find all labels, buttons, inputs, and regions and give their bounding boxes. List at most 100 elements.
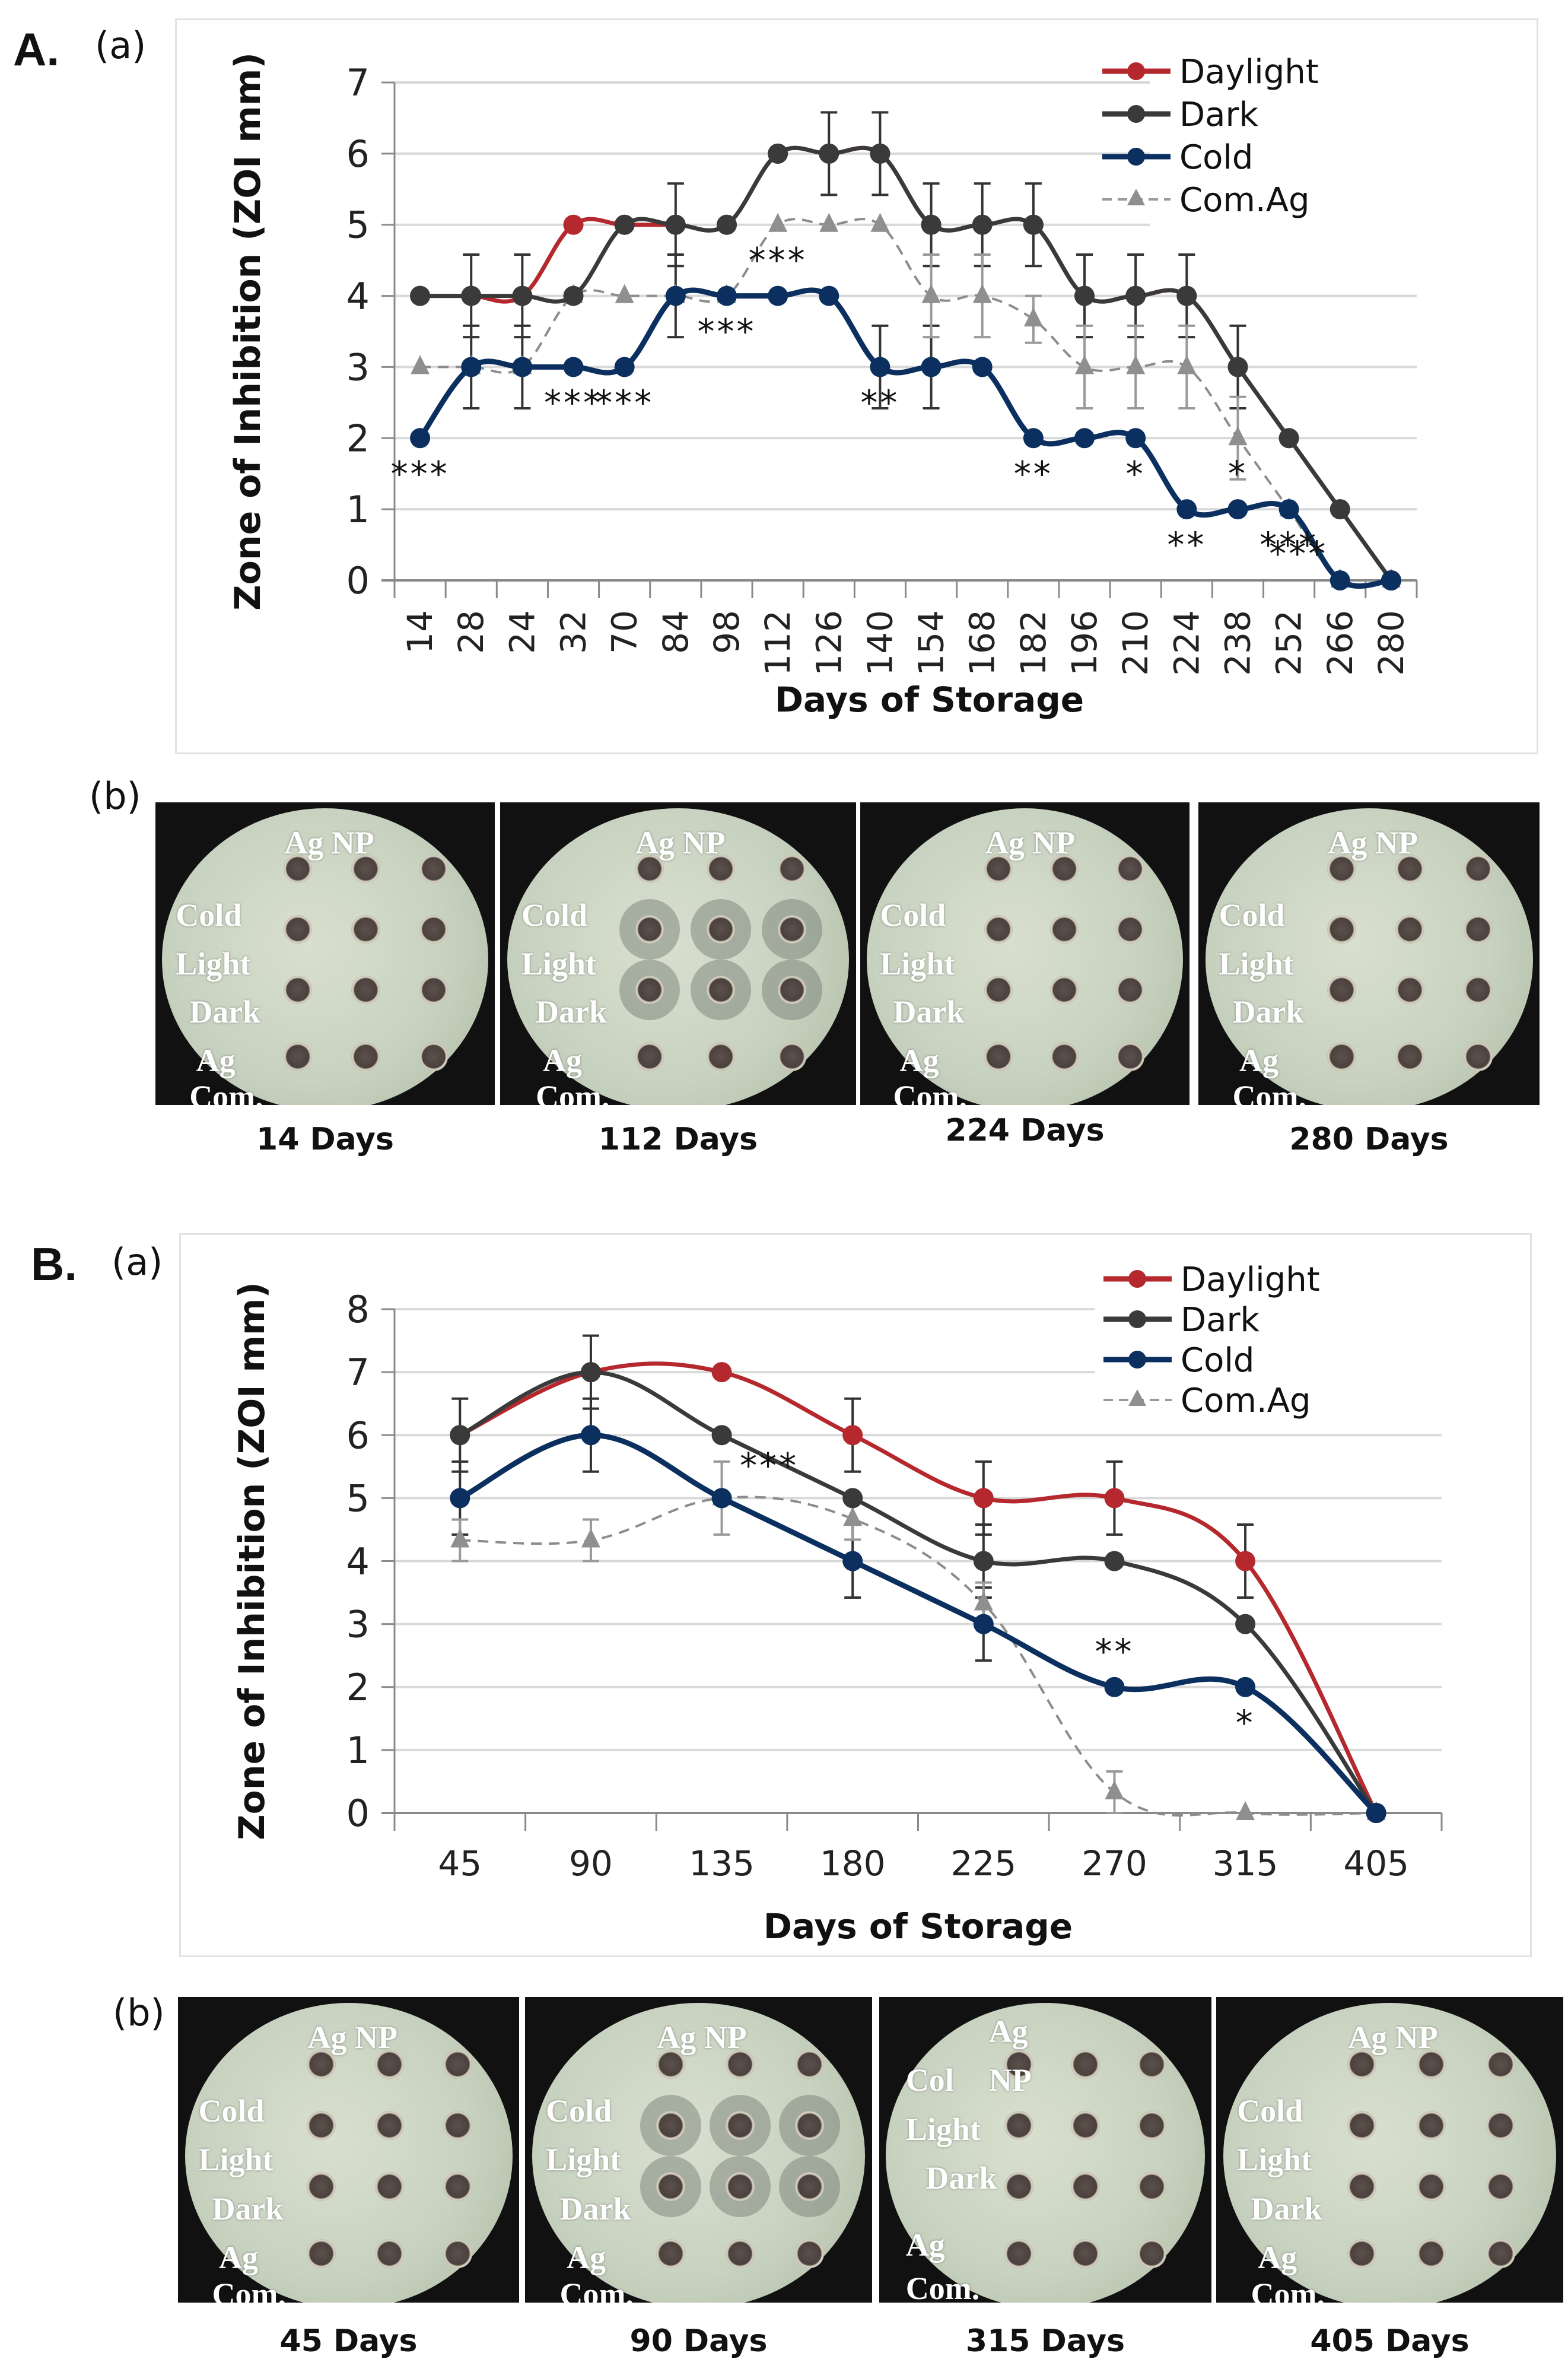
legend-label: Dark: [1179, 96, 1258, 134]
agar-well: [1347, 2049, 1377, 2079]
plate-label: Ag: [567, 2240, 606, 2275]
agar-well: [1347, 2171, 1377, 2201]
circle-marker: [461, 285, 482, 306]
triangle-marker: [450, 1528, 470, 1548]
legend-label: Daylight: [1179, 53, 1319, 91]
plate-label: Ag: [988, 2013, 1028, 2049]
triangle-marker: [974, 1591, 993, 1611]
significance-annotation: ***: [749, 240, 807, 281]
x-tick-label: 154: [911, 610, 952, 676]
agar-well: [419, 975, 449, 1005]
agar-well: [1049, 915, 1079, 944]
agar-well: [1486, 2110, 1516, 2140]
plate-label: Ag NP: [657, 2020, 747, 2056]
significance-annotation: ***: [544, 382, 603, 423]
agar-well: [443, 2171, 472, 2201]
x-tick-label: 405: [1343, 1843, 1409, 1884]
agar-well: [1464, 1042, 1493, 1071]
x-tick-label: 196: [1064, 610, 1105, 676]
y-axis-title: Zone of Inhibition (ZOI mm): [231, 1282, 273, 1840]
plate-caption: 112 Days: [598, 1122, 758, 1157]
plate-label: Ag NP: [1348, 2020, 1438, 2056]
x-tick-label: 84: [656, 610, 696, 654]
circle-marker: [973, 1551, 994, 1571]
agar-well: [375, 2110, 404, 2140]
circle-marker: [1366, 1803, 1386, 1823]
circle-marker: [1227, 499, 1248, 520]
plate-label: Ag NP: [985, 824, 1076, 861]
agar-well: [984, 975, 1013, 1005]
plate-label: Cold: [546, 2093, 612, 2129]
circle-marker: [716, 285, 737, 306]
x-tick-label: 32: [554, 610, 594, 654]
panel-a-label: A.: [13, 23, 59, 75]
agar-well: [1070, 2049, 1100, 2079]
agar-well: [1115, 915, 1145, 944]
legend-label: Com.Ag: [1181, 1382, 1311, 1420]
agar-well: [984, 854, 1013, 884]
agar-well: [656, 2049, 686, 2079]
agar-well: [1137, 2239, 1166, 2269]
circle-marker: [870, 143, 890, 164]
legend-circle-icon: [1128, 1351, 1146, 1369]
agar-well: [1115, 975, 1145, 1005]
triangle-marker: [1105, 1780, 1124, 1799]
circle-marker: [711, 1425, 732, 1446]
agar-well: [1070, 2110, 1100, 2140]
circle-marker: [461, 357, 482, 377]
x-tick-label: 168: [962, 610, 1003, 676]
plate-label: Light: [198, 2142, 273, 2178]
significance-annotation: *: [1228, 453, 1248, 494]
circle-marker: [972, 357, 993, 377]
triangle-marker: [1228, 426, 1248, 446]
agar-well: [1464, 915, 1493, 944]
plate-label: Ag: [219, 2240, 258, 2275]
plate-caption: 280 Days: [1289, 1122, 1449, 1157]
y-tick-label: 5: [346, 1477, 370, 1520]
triangle-marker: [768, 212, 788, 232]
agar-well: [656, 2239, 686, 2269]
agar-well: [1004, 2049, 1033, 2079]
plate-label: Light: [1219, 945, 1294, 982]
triangle-marker: [972, 284, 992, 303]
y-tick-label: 1: [346, 1729, 370, 1772]
chart-a-frame: 0 1 2 3 4 5 6 7 14 28 24 32 70 84 98 112 126 140 154 168 182…: [175, 18, 1538, 754]
plate-label: Ag: [196, 1043, 236, 1078]
x-tick-label: 135: [689, 1843, 755, 1884]
agar-well: [1395, 915, 1424, 944]
plate-label: Col: [905, 2062, 954, 2098]
circle-marker: [580, 1425, 601, 1446]
triangle-marker: [870, 212, 890, 232]
plate-label: Light: [880, 945, 955, 982]
triangle-marker: [921, 284, 941, 303]
significance-annotation: *: [1126, 453, 1146, 494]
x-tick-label: 238: [1217, 610, 1258, 676]
agar-well: [443, 2110, 472, 2140]
x-tick-label: 112: [758, 610, 798, 676]
agar-well: [777, 915, 807, 944]
y-tick-label: 4: [346, 1540, 370, 1583]
agar-well: [984, 915, 1013, 944]
plate-label: Cold: [521, 897, 588, 934]
plate-label: Cold: [176, 897, 242, 934]
plate-label: Light: [521, 945, 597, 982]
agar-well: [375, 2049, 404, 2079]
significance-annotation: ***: [697, 312, 756, 352]
triangle-marker: [843, 1507, 863, 1526]
legend-circle-icon: [1128, 1270, 1146, 1288]
triangle-marker: [1126, 355, 1146, 374]
y-tick-label: 8: [346, 1288, 370, 1331]
agar-well: [1486, 2049, 1516, 2079]
x-tick-label: 70: [605, 610, 645, 654]
agar-well: [284, 975, 313, 1005]
circle-marker: [921, 357, 942, 377]
circle-marker: [563, 214, 584, 235]
plate-label: Light: [176, 945, 251, 982]
petri-dish-photo: Ag NP Cold Light Dark Ag Com.: [1198, 802, 1540, 1105]
circle-marker: [450, 1425, 470, 1446]
plate-label: Light: [905, 2111, 981, 2147]
circle-marker: [921, 214, 942, 235]
agar-well: [307, 2239, 336, 2269]
agar-well: [1137, 2049, 1166, 2079]
